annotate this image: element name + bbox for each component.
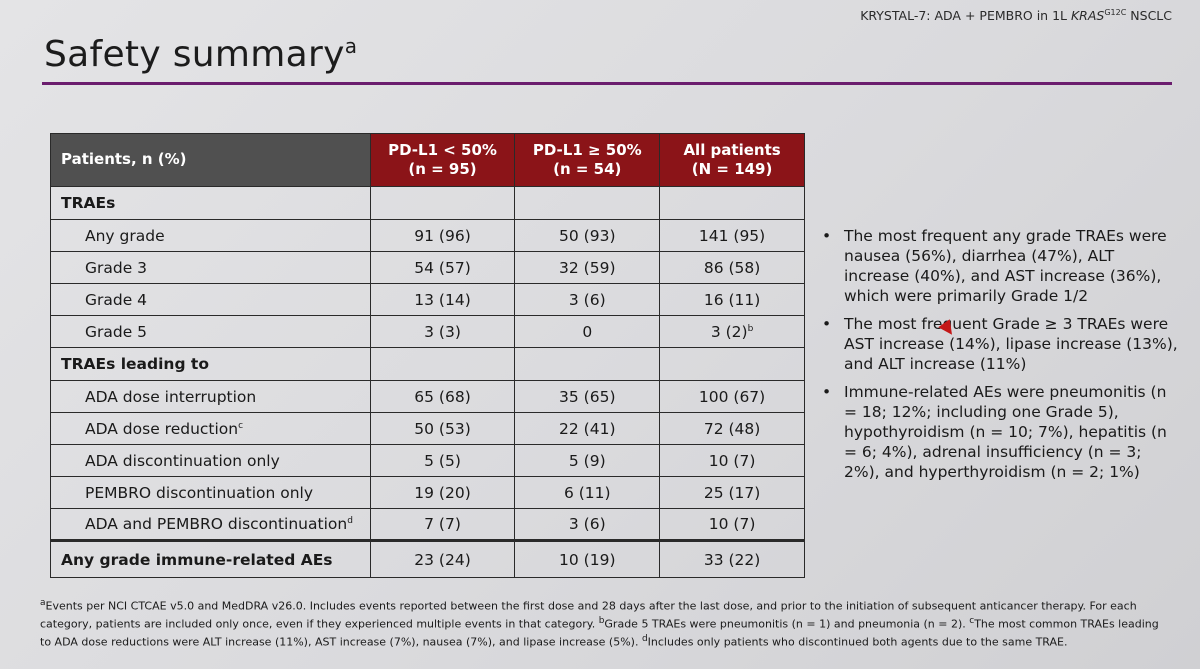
table-cell: 35 (65) — [514, 380, 661, 413]
table-row: Grade 4 13 (14) 3 (6) 16 (11) — [50, 283, 805, 316]
page-title: Safety summarya — [44, 34, 357, 75]
table-cell: 86 (58) — [659, 251, 805, 284]
table-cell: 65 (68) — [369, 380, 516, 413]
footnote: aEvents per NCI CTCAE v5.0 and MedDRA v2… — [40, 598, 1159, 649]
table-cell: 6 (11) — [514, 476, 661, 509]
row-label: Any grade — [50, 219, 371, 252]
section-title: TRAEs leading to — [50, 347, 371, 381]
list-item: • The most frequent any grade TRAEs were … — [822, 227, 1167, 305]
table-row: Grade 3 54 (57) 32 (59) 86 (58) — [50, 251, 805, 284]
page-title-text: Safety summary — [44, 34, 345, 75]
table-cell: 3 (2)b — [659, 315, 805, 348]
table-cell: 32 (59) — [514, 251, 661, 284]
table-cell: 13 (14) — [369, 283, 516, 316]
header-col-pdl1-low: PD-L1 < 50% (n = 95) — [369, 133, 516, 187]
header-col-all: All patients (N = 149) — [659, 133, 805, 187]
title-divider — [42, 82, 1172, 85]
table-cell: 72 (48) — [659, 412, 805, 445]
table-row-immune-related: Any grade immune-related AEs 23 (24) 10 … — [50, 539, 805, 578]
list-item: • Immune-related AEs were pneumonitis (n … — [822, 383, 1167, 481]
table-cell: 7 (7) — [369, 508, 516, 541]
table-cell: 3 (6) — [514, 508, 661, 541]
header-patients: Patients, n (%) — [50, 133, 371, 187]
table-cell: 33 (22) — [659, 539, 805, 578]
study-label-prefix: KRYSTAL-7: ADA + PEMBRO in 1L — [860, 8, 1071, 24]
table-row: ADA dose reductionc 50 (53) 22 (41) 72 (… — [50, 412, 805, 445]
footnote-marker-b: b — [747, 323, 754, 334]
list-item: • The most frequent Grade ≥ 3 TRAEs were … — [822, 315, 1178, 373]
table-cell: 3 (6) — [514, 283, 661, 316]
table-row: Any grade 91 (96) 50 (93) 141 (95) — [50, 219, 805, 252]
row-label: ADA dose reductionc — [50, 412, 371, 445]
table-header-row: Patients, n (%) PD-L1 < 50% (n = 95) PD-L… — [50, 133, 805, 187]
table-cell: 10 (19) — [514, 539, 661, 578]
row-label: Grade 4 — [50, 283, 371, 316]
row-label: ADA dose interruption — [50, 380, 371, 413]
table-cell: 10 (7) — [659, 444, 805, 477]
table-cell: 22 (41) — [514, 412, 661, 445]
table-cell: 141 (95) — [659, 219, 805, 252]
study-label-gene: KRAS — [1070, 8, 1105, 24]
table-cell: 25 (17) — [659, 476, 805, 509]
page-title-sup: a — [344, 34, 358, 58]
bullet-icon: • — [822, 383, 832, 401]
study-label: KRYSTAL-7: ADA + PEMBRO in 1L KRASG12C N… — [860, 8, 1172, 23]
table-cell: 0 — [514, 315, 661, 348]
section-row-traes-leading-to: TRAEs leading to — [50, 347, 805, 381]
table-cell: 19 (20) — [369, 476, 516, 509]
table-cell: 10 (7) — [659, 508, 805, 541]
table-cell: 91 (96) — [369, 219, 516, 252]
table-cell: 23 (24) — [369, 539, 516, 578]
table-cell: 3 (3) — [369, 315, 516, 348]
table-cell: 16 (11) — [659, 283, 805, 316]
table-row: ADA and PEMBRO discontinuationd 7 (7) 3 … — [50, 508, 805, 541]
section-title: TRAEs — [50, 186, 371, 220]
key-findings-list: • The most frequent any grade TRAEs were … — [818, 226, 1178, 490]
table-cell: 54 (57) — [369, 251, 516, 284]
section-row-traes: TRAEs — [50, 186, 805, 220]
table-row: ADA dose interruption 65 (68) 35 (65) 10… — [50, 380, 805, 413]
table-cell: 5 (5) — [369, 444, 516, 477]
table-cell: 5 (9) — [514, 444, 661, 477]
table-row: Grade 5 3 (3) 0 3 (2)b — [50, 315, 805, 348]
header-col-pdl1-high: PD-L1 ≥ 50% (n = 54) — [514, 133, 661, 187]
row-label: Grade 5 — [50, 315, 371, 348]
study-label-suffix: NSCLC — [1126, 8, 1172, 24]
row-label: Grade 3 — [50, 251, 371, 284]
bullet-icon: • — [822, 315, 832, 333]
table-cell: 100 (67) — [659, 380, 805, 413]
footnote-marker-d: d — [347, 515, 353, 526]
row-label: PEMBRO discontinuation only — [50, 476, 371, 509]
bullet-icon: • — [822, 227, 832, 245]
footnote-marker-c: c — [238, 420, 244, 431]
row-label: Any grade immune-related AEs — [50, 539, 371, 578]
table-row: PEMBRO discontinuation only 19 (20) 6 (1… — [50, 476, 805, 509]
row-label: ADA and PEMBRO discontinuationd — [50, 508, 371, 541]
table-row: ADA discontinuation only 5 (5) 5 (9) 10 … — [50, 444, 805, 477]
row-label: ADA discontinuation only — [50, 444, 371, 477]
study-label-sup: G12C — [1104, 8, 1127, 17]
safety-table: Patients, n (%) PD-L1 < 50% (n = 95) PD-L… — [50, 133, 805, 578]
table-cell: 50 (93) — [514, 219, 661, 252]
table-cell: 50 (53) — [369, 412, 516, 445]
